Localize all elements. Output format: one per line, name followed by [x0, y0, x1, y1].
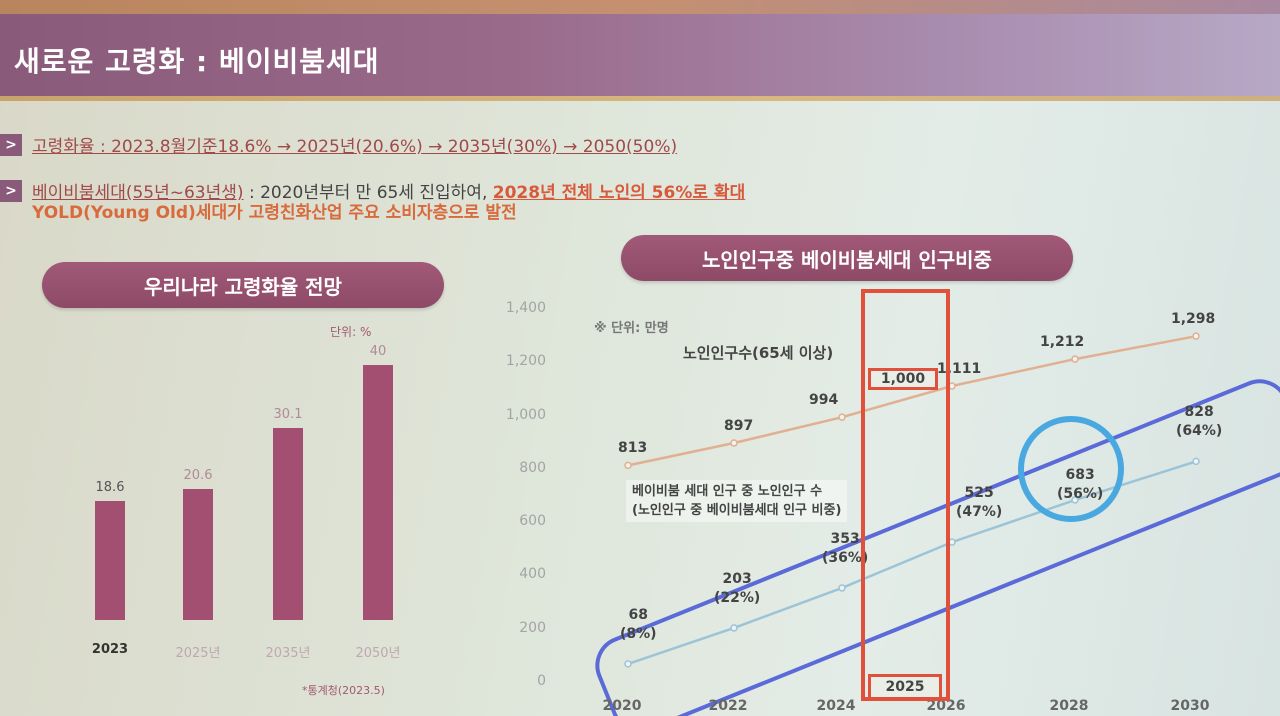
- boomer-data-label: 683 (56%): [1057, 466, 1103, 504]
- boomer-trend-highlight: [595, 379, 1280, 716]
- aging-bar-category: 2035년: [265, 646, 311, 661]
- bullet-aging-rate-text: 고령화율 : 2023.8월기준18.6% → 2025년(20.6%) → 2…: [32, 137, 678, 157]
- elder-data-label: 1,298: [1171, 311, 1216, 328]
- boomer-share: (36%): [822, 549, 869, 566]
- bullet-boomer: > 베이비붐세대(55년~63년생) : 2020년부터 만 65세 진입하여,…: [0, 178, 745, 203]
- boomer-share: (56%): [1057, 486, 1104, 503]
- left-chart-unit: 단위: %: [330, 325, 372, 339]
- elder-data-label: 897: [724, 418, 754, 434]
- chevron-right-icon: >: [0, 179, 22, 202]
- y-axis-tick: 1,200: [505, 353, 546, 370]
- aging-bar: [183, 488, 213, 620]
- boomer-share: (8%): [620, 625, 657, 642]
- y-axis-tick: 200: [519, 619, 546, 636]
- boomer-series-label: 베이비붐 세대 인구 중 노인인구 수 (노인인구 중 베이비붐세대 인구 비중…: [626, 480, 848, 522]
- boomer-series-line: [627, 460, 1197, 666]
- aging-bar-value: 20.6: [183, 467, 213, 483]
- data-point: [1192, 457, 1200, 466]
- left-chart-title: 우리나라 고령화율 전망: [42, 262, 444, 308]
- elder-data-label: 994: [809, 392, 839, 409]
- boomer-data-label: 203 (22%): [714, 570, 760, 608]
- slide-title: 새로운 고령화 : 베이비붐세대: [14, 45, 380, 78]
- yold-line: YOLD(Young Old)세대가 고령친화산업 주요 소비자층으로 발전: [32, 203, 517, 223]
- boomer-value: 525: [964, 485, 994, 502]
- x-axis-tick: 2024: [816, 698, 856, 714]
- x-axis-tick: 2028: [1049, 698, 1089, 714]
- x-axis-tick: 2030: [1170, 698, 1210, 714]
- elder-data-label: 1,212: [1040, 334, 1085, 351]
- aging-bar-value: 40: [369, 344, 387, 359]
- highlight-2025-year: 2025: [868, 674, 942, 700]
- source-note: *통계청(2023.5): [302, 684, 385, 697]
- data-point: [730, 439, 738, 447]
- y-axis-tick: 800: [519, 459, 546, 476]
- title-divider: [0, 96, 1280, 101]
- aging-bar-category: 2023: [91, 642, 129, 657]
- y-axis-tick: 600: [519, 513, 546, 530]
- right-chart-title: 노인인구중 베이비붐세대 인구비중: [621, 235, 1073, 281]
- boomer-share: (22%): [714, 589, 761, 606]
- boomer-highlight: 2028년 전체 노인의 56%로 확대: [492, 183, 746, 203]
- boomer-share: (64%): [1176, 423, 1223, 440]
- elder-data-label: 813: [618, 440, 648, 457]
- boomer-share: (47%): [956, 504, 1003, 521]
- highlight-1000-value: 1,000: [868, 368, 938, 390]
- boomer-desc: : 2020년부터 만 65세 진입하여,: [243, 183, 493, 203]
- data-point: [838, 413, 846, 421]
- boomer-term: 베이비붐세대(55년~63년생): [32, 183, 244, 203]
- y-axis-tick: 1,400: [505, 300, 546, 316]
- chevron-right-icon: >: [0, 133, 22, 156]
- data-point: [1071, 496, 1079, 504]
- aging-bar-category: 2025년: [175, 646, 221, 661]
- aging-bar-value: 30.1: [273, 407, 303, 423]
- x-axis-tick: 2022: [708, 698, 748, 714]
- x-axis-tick: 2026: [926, 698, 966, 714]
- aging-bar-category: 2050년: [355, 646, 401, 661]
- boomer-value: 353: [830, 530, 860, 547]
- boomer-label-line2: (노인인구 중 베이비붐세대 인구 비중): [632, 503, 842, 518]
- boomer-data-label: 353 (36%): [822, 530, 868, 568]
- boomer-value: 203: [722, 570, 752, 587]
- highlight-2025-column: [861, 289, 950, 701]
- boomer-data-label: 828 (64%): [1176, 403, 1222, 441]
- aging-bar: [95, 501, 125, 620]
- data-point: [1071, 355, 1079, 363]
- boomer-value: 828: [1184, 404, 1214, 421]
- y-axis-tick: 0: [537, 673, 546, 689]
- bullet-aging-rate: > 고령화율 : 2023.8월기준18.6% → 2025년(20.6%) →…: [0, 132, 677, 157]
- data-point: [730, 624, 738, 632]
- x-axis-tick: 2020: [602, 698, 642, 714]
- elder-series-label: 노인인구수(65세 이상): [683, 344, 834, 362]
- y-axis-tick: 1,000: [505, 406, 546, 423]
- y-axis-tick: 400: [519, 566, 546, 583]
- boomer-data-label: 68 (8%): [620, 606, 657, 644]
- data-point: [1192, 332, 1200, 340]
- bullet-boomer-text: 베이비붐세대(55년~63년생) : 2020년부터 만 65세 진입하여, 2…: [32, 178, 745, 203]
- elder-series-line: [627, 334, 1197, 467]
- boomer-data-label: 525 (47%): [956, 484, 1002, 522]
- slide-title-bar: [0, 0, 1280, 100]
- data-point: [624, 660, 632, 668]
- aging-bar: [273, 428, 303, 620]
- right-chart-unit: ※ 단위: 만명: [594, 321, 669, 336]
- aging-bar-value: 18.6: [95, 480, 125, 496]
- data-point: [624, 461, 632, 470]
- boomer-value: 68: [628, 606, 649, 623]
- boomer-value: 683: [1065, 467, 1095, 484]
- data-point: [838, 584, 846, 592]
- highlight-2028-circle: [1018, 416, 1124, 522]
- boomer-label-line1: 베이비붐 세대 인구 중 노인인구 수: [632, 484, 823, 499]
- aging-bar: [363, 365, 393, 620]
